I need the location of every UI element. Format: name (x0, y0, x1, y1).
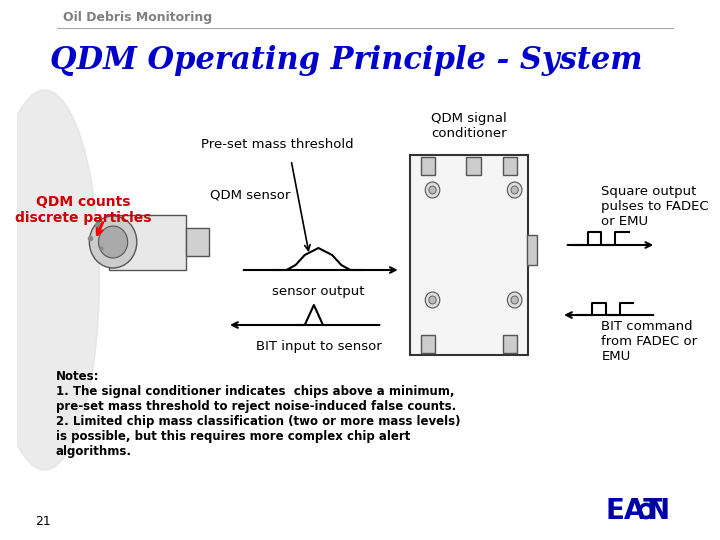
Circle shape (429, 296, 436, 304)
Circle shape (426, 182, 440, 198)
Text: Pre-set mass threshold: Pre-set mass threshold (201, 138, 354, 152)
Circle shape (639, 504, 652, 518)
Ellipse shape (0, 90, 99, 470)
Text: QDM sensor: QDM sensor (210, 188, 290, 201)
Circle shape (99, 226, 127, 258)
Circle shape (508, 182, 522, 198)
Circle shape (511, 296, 518, 304)
Text: N: N (647, 497, 670, 525)
Text: QDM Operating Principle - System: QDM Operating Principle - System (50, 44, 642, 76)
Bar (526, 235, 537, 265)
Text: 21: 21 (35, 515, 51, 528)
Text: Oil Debris Monitoring: Oil Debris Monitoring (63, 11, 212, 24)
Bar (186, 228, 209, 256)
Text: Notes:
1. The signal conditioner indicates  chips above a minimum,
pre-set mass : Notes: 1. The signal conditioner indicat… (55, 370, 460, 458)
Bar (503, 335, 518, 353)
Bar (109, 215, 186, 270)
Bar (420, 335, 436, 353)
Circle shape (426, 292, 440, 308)
Circle shape (511, 186, 518, 194)
Circle shape (508, 292, 522, 308)
Text: sensor output: sensor output (272, 285, 365, 298)
Circle shape (642, 507, 649, 515)
Text: BIT command
from FADEC or
EMU: BIT command from FADEC or EMU (601, 320, 698, 363)
Bar (467, 157, 481, 175)
Text: BIT input to sensor: BIT input to sensor (256, 340, 382, 353)
Text: Square output
pulses to FADEC
or EMU: Square output pulses to FADEC or EMU (601, 185, 709, 228)
Text: QDM signal
conditioner: QDM signal conditioner (431, 112, 507, 140)
Bar (503, 157, 518, 175)
Text: QDM counts
discrete particles: QDM counts discrete particles (14, 195, 151, 225)
Circle shape (89, 216, 137, 268)
Bar (410, 155, 528, 355)
Text: EAT: EAT (606, 497, 663, 525)
Bar (420, 157, 436, 175)
Circle shape (429, 186, 436, 194)
